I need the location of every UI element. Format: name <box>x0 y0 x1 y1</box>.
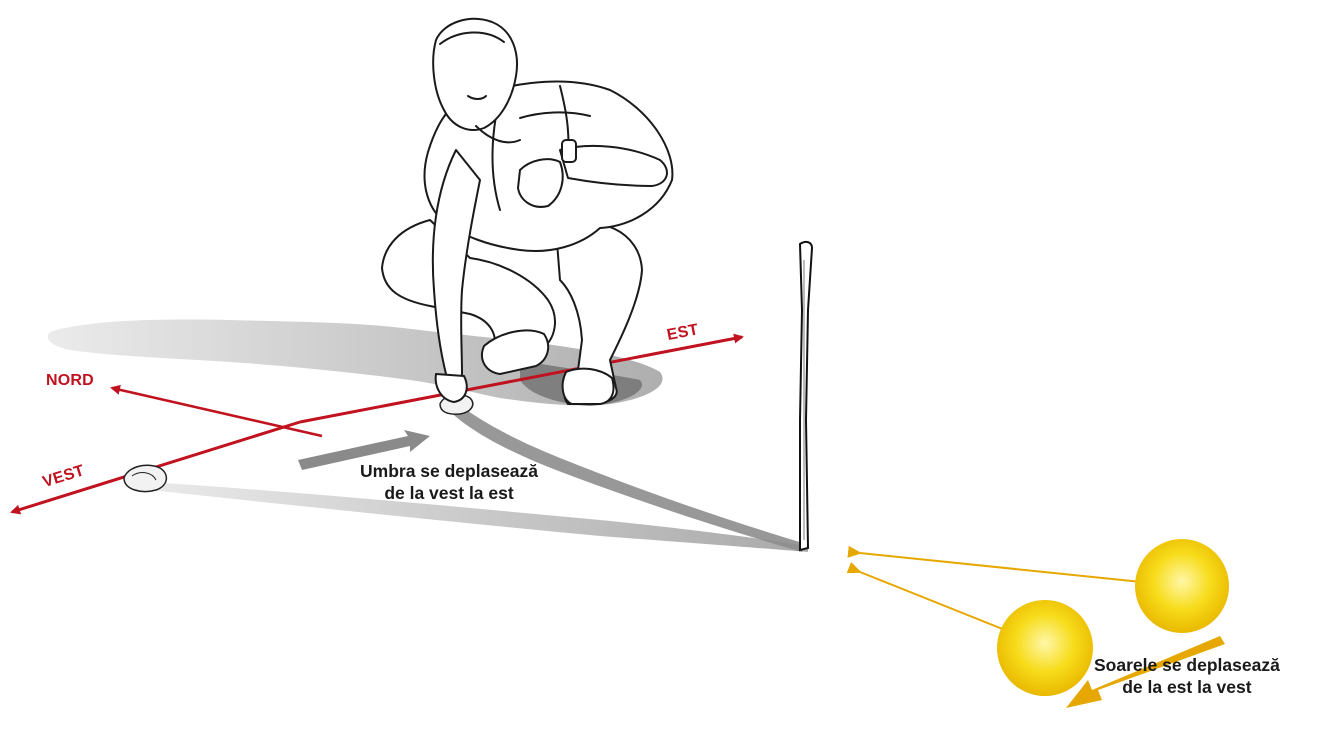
shadow-caption-line1: Umbra se deplasează <box>360 461 539 481</box>
vest-est-arrow <box>299 333 744 424</box>
sun-caption-line1: Soarele se deplasează <box>1094 655 1280 675</box>
stone-marker-west <box>123 464 168 493</box>
nord-label: NORD <box>46 372 94 389</box>
shadow-movement-arrow <box>298 430 430 470</box>
sun-icon <box>997 600 1093 696</box>
vertical-stick <box>798 240 814 552</box>
stick-shadow-east <box>448 404 806 552</box>
crouching-man-illustration <box>381 17 674 405</box>
shadow-caption-line2: de la vest la est <box>384 483 514 503</box>
sun-movement-arrow <box>1066 636 1225 708</box>
stick-shadow-west <box>150 482 808 552</box>
sun-ray-upper <box>847 545 1181 587</box>
nord-arrow <box>110 384 323 438</box>
shadow-caption: Umbra se deplasează de la vest la est <box>360 460 538 504</box>
sun-caption-line2: de la est la vest <box>1122 677 1252 697</box>
sun-caption: Soarele se deplasează de la est la vest <box>1094 654 1280 698</box>
sun-icon <box>1135 539 1229 633</box>
